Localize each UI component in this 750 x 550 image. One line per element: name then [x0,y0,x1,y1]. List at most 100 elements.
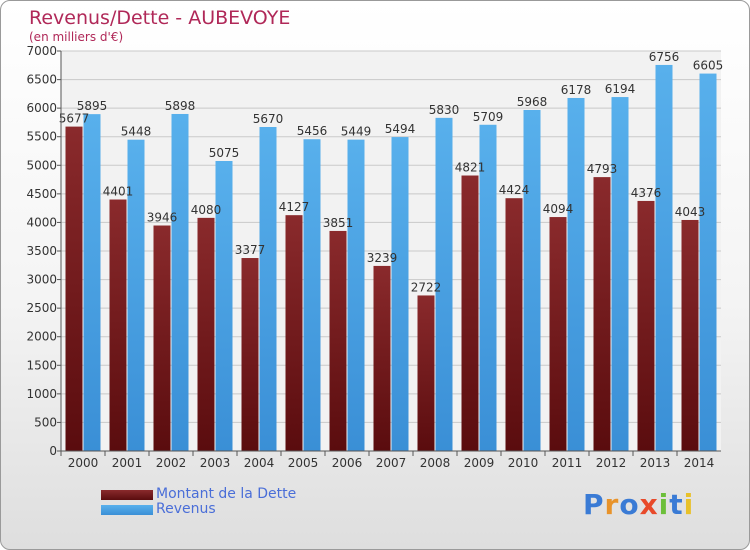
chart-title: Revenus/Dette - AUBEVOYE [29,7,291,29]
data-label-revenue: 5709 [473,110,504,124]
y-tick-label: 0 [49,444,57,458]
data-label-debt: 4376 [631,186,662,200]
data-label-revenue: 6756 [649,50,680,64]
bar-debt [373,265,391,451]
bar-debt [417,295,435,451]
axis-layer: 0 500 1000 1500 2000 2500 3000 3500 4000 4500 5000… [26,44,721,470]
bar-debt [505,198,523,451]
data-label-revenue: 6178 [561,83,592,97]
x-tick-label: 2011 [552,456,583,470]
logo-letter: P [583,488,605,521]
bar-debt [593,177,611,451]
bar-debt [109,199,127,451]
bar-revenue [259,127,277,451]
y-tick-label: 3500 [26,244,57,258]
data-label-revenue: 5075 [209,146,240,160]
proxiti-logo: Proxiti [583,488,694,521]
logo-letter: x [639,488,659,521]
y-tick-label: 7000 [26,44,57,58]
data-label-revenue: 5449 [341,125,372,139]
bar-debt [241,258,259,451]
data-label-revenue: 5895 [77,99,108,113]
data-label-debt: 4043 [675,205,706,219]
bar-debt [329,230,347,451]
y-tick-label: 6000 [26,101,57,115]
bar-revenue [699,73,717,452]
data-label-revenue: 5968 [517,95,548,109]
y-tick-label: 6500 [26,73,57,87]
bar-revenue [479,124,497,452]
bar-debt [461,175,479,451]
bars-layer [65,64,717,452]
data-label-debt: 4424 [499,183,530,197]
logo-letter: r [604,488,620,521]
logo-letter: o [619,488,640,521]
bar-revenue [435,117,453,451]
data-label-debt: 4401 [103,185,134,199]
x-tick-label: 2008 [420,456,451,470]
bar-debt [681,219,699,451]
data-label-debt: 4080 [191,203,222,217]
bar-debt [285,215,303,451]
bar-revenue [303,139,321,451]
chart-subtitle: (en milliers d'€) [29,30,124,44]
logo-letter: i [658,488,670,521]
bar-revenue [215,161,233,451]
data-label-revenue: 5448 [121,125,152,139]
y-tick-label: 1500 [26,358,57,372]
data-label-revenue: 6194 [605,82,636,96]
y-tick-label: 2500 [26,301,57,315]
bar-revenue [171,113,189,451]
data-label-revenue: 5830 [429,103,460,117]
bar-revenue [391,137,409,452]
data-label-revenue: 5670 [253,112,284,126]
grid-layer [61,50,721,452]
legend-label-debt: Montant de la Dette [156,486,297,502]
logo-letter: t [669,488,684,521]
x-tick-label: 2003 [200,456,231,470]
legend-label-revenue: Revenus [156,501,216,517]
data-label-revenue: 5494 [385,122,416,136]
x-tick-label: 2010 [508,456,539,470]
legend-swatch-debt [101,490,153,500]
data-label-revenue: 6605 [693,59,724,73]
bar-debt [153,225,171,451]
y-tick-label: 5000 [26,158,57,172]
data-label-debt: 4127 [279,200,310,214]
bar-debt [197,217,215,451]
y-tick-label: 3000 [26,273,57,287]
x-tick-label: 2012 [596,456,627,470]
data-label-debt: 5677 [59,112,90,126]
bar-debt [549,217,567,451]
logo-letter: i [683,488,695,521]
bar-debt [65,126,83,451]
data-label-debt: 2722 [411,280,442,294]
x-tick-label: 2002 [156,456,187,470]
data-label-debt: 3946 [147,211,178,225]
x-tick-label: 2006 [332,456,363,470]
bar-revenue [567,97,585,451]
data-label-debt: 4094 [543,202,574,216]
bar-revenue [83,114,101,452]
x-tick-label: 2005 [288,456,319,470]
bar-debt [637,200,655,451]
data-label-debt: 3851 [323,216,354,230]
bar-revenue [611,97,629,452]
bar-revenue [655,64,673,451]
data-label-debt: 3239 [367,251,398,265]
data-label-debt: 4821 [455,161,486,175]
x-tick-label: 2007 [376,456,407,470]
x-tick-label: 2004 [244,456,275,470]
y-tick-label: 500 [34,415,57,429]
bar-revenue [347,139,365,451]
data-label-revenue: 5898 [165,99,196,113]
y-tick-label: 5500 [26,130,57,144]
y-tick-label: 1000 [26,387,57,401]
bar-revenue [127,139,145,451]
x-tick-label: 2014 [684,456,715,470]
data-label-debt: 3377 [235,243,266,257]
data-label-revenue: 5456 [297,124,328,138]
y-tick-label: 2000 [26,330,57,344]
data-label-debt: 4793 [587,162,618,176]
